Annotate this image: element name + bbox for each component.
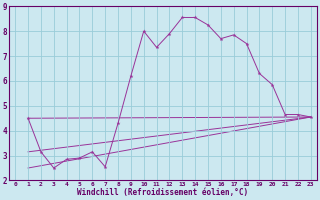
X-axis label: Windchill (Refroidissement éolien,°C): Windchill (Refroidissement éolien,°C) <box>77 188 249 197</box>
